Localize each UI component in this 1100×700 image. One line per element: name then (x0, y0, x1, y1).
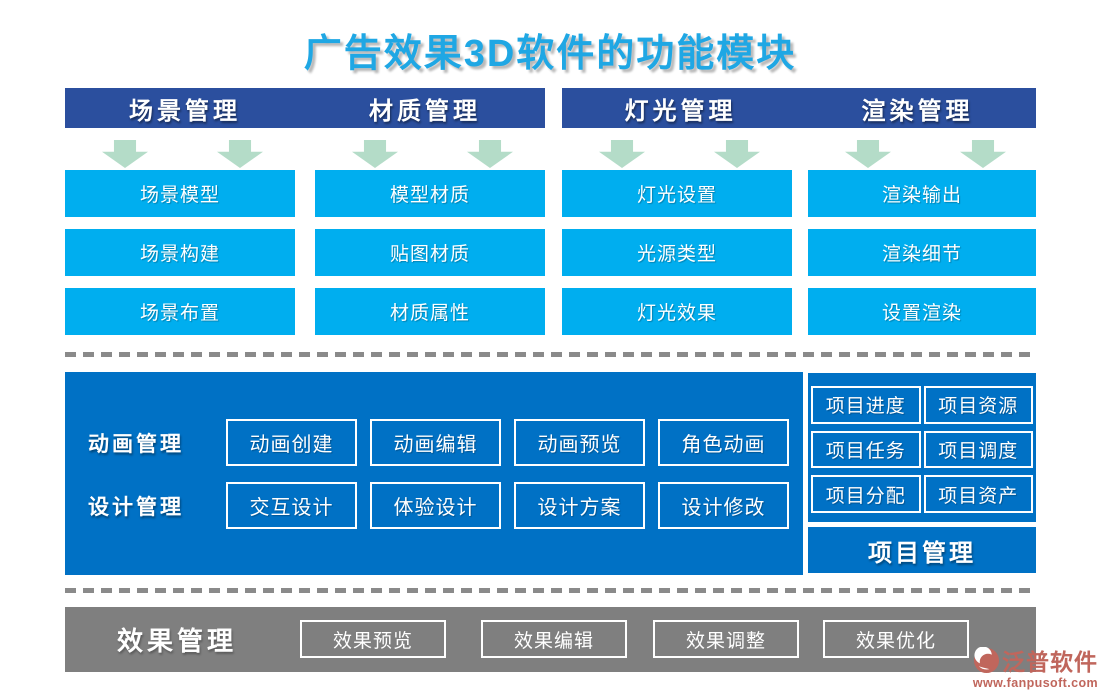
panel-button: 动画编辑 (370, 419, 501, 466)
module-header-render: 渲染管理 (861, 97, 974, 125)
module-item: 场景模型 (65, 170, 295, 217)
module-item: 模型材质 (315, 170, 545, 217)
module-header-light: 灯光管理 (624, 97, 737, 125)
module-header-scene: 场景管理 (129, 97, 241, 125)
module-item: 场景布置 (65, 288, 295, 335)
effect-button: 效果预览 (300, 620, 446, 658)
panel-button: 动画创建 (226, 419, 357, 466)
grid-cell: 项目分配 (811, 475, 921, 513)
module-item: 渲染细节 (808, 229, 1036, 276)
effect-button: 效果优化 (823, 620, 969, 658)
panel-button: 体验设计 (370, 482, 501, 529)
dashed-separator-top (65, 352, 1036, 357)
module-column-render: 渲染输出 渲染细节 设置渲染 (808, 140, 1036, 336)
effect-bar: 效果管理 效果预览 效果编辑 效果调整 效果优化 (65, 607, 1036, 672)
project-grid-panel: 项目进度 项目资源 项目任务 项目调度 项目分配 项目资产 (808, 373, 1036, 522)
effect-button: 效果编辑 (481, 620, 627, 658)
effect-button: 效果调整 (653, 620, 799, 658)
module-item: 贴图材质 (315, 229, 545, 276)
row-label-animation: 动画管理 (88, 432, 184, 456)
down-arrow-icon (845, 140, 891, 168)
module-item: 设置渲染 (808, 288, 1036, 335)
module-column-material: 模型材质 贴图材质 材质属性 (315, 140, 545, 336)
design-row: 设计管理 交互设计 体验设计 设计方案 设计修改 (65, 482, 789, 529)
dashed-separator-bottom (65, 588, 1036, 593)
fanpu-logo-name: 泛普软件 (1002, 649, 1098, 675)
module-column-scene: 场景模型 场景构建 场景布置 (65, 140, 295, 336)
header-bar-right: 灯光管理 渲染管理 (562, 88, 1036, 128)
panel-button: 设计修改 (658, 482, 789, 529)
down-arrow-icon (960, 140, 1006, 168)
fanpu-logo-url: www.fanpusoft.com (972, 676, 1098, 690)
down-arrow-icon (714, 140, 760, 168)
module-column-light: 灯光设置 光源类型 灯光效果 (562, 140, 792, 336)
effect-bar-label: 效果管理 (117, 626, 238, 656)
module-item: 光源类型 (562, 229, 792, 276)
panel-button: 设计方案 (514, 482, 645, 529)
page-title: 广告效果3D软件的功能模块 (303, 33, 797, 75)
down-arrow-icon (599, 140, 645, 168)
grid-cell: 项目任务 (811, 430, 921, 469)
down-arrow-icon (467, 140, 513, 168)
fanpu-logo-icon (973, 646, 1000, 673)
down-arrow-icon (217, 140, 263, 168)
module-header-material: 材质管理 (369, 97, 481, 125)
grid-cell: 项目资源 (923, 386, 1033, 424)
module-item: 灯光效果 (562, 288, 792, 335)
project-management-title: 项目管理 (808, 527, 1036, 573)
down-arrow-icon (102, 140, 148, 168)
grid-cell: 项目调度 (923, 430, 1033, 469)
down-arrow-icon (352, 140, 398, 168)
panel-button: 动画预览 (514, 419, 645, 466)
grid-cell: 项目资产 (923, 475, 1033, 513)
panel-button: 角色动画 (658, 419, 789, 466)
fanpu-logo: 泛普软件 www.fanpusoft.com (956, 643, 1098, 690)
grid-cell: 项目进度 (811, 386, 921, 424)
module-item: 灯光设置 (562, 170, 792, 217)
animation-design-panel: 动画管理 动画创建 动画编辑 动画预览 角色动画 设计管理 交互设计 体验设计 … (65, 372, 803, 575)
animation-row: 动画管理 动画创建 动画编辑 动画预览 角色动画 (65, 419, 789, 466)
module-item: 渲染输出 (808, 170, 1036, 217)
row-label-design: 设计管理 (88, 495, 184, 519)
module-item: 场景构建 (65, 229, 295, 276)
module-item: 材质属性 (315, 288, 545, 335)
header-bar-left: 场景管理 材质管理 (65, 88, 545, 128)
panel-button: 交互设计 (226, 482, 357, 529)
